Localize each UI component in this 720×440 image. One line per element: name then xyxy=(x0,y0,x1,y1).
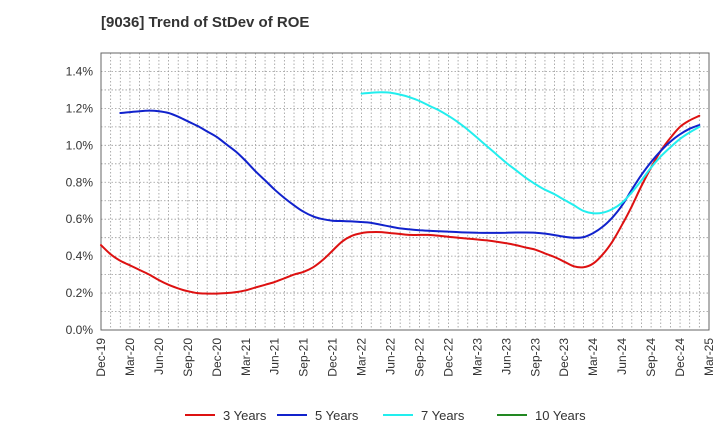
y-tick-label: 0.6% xyxy=(66,212,94,226)
plot-border xyxy=(100,52,710,331)
x-tick-label: Dec-23 xyxy=(557,338,571,377)
x-tick-label: Jun-22 xyxy=(384,338,398,375)
legend-label: 5 Years xyxy=(315,408,359,423)
x-tick-label: Sep-24 xyxy=(644,338,658,377)
plot-area xyxy=(101,53,709,330)
y-tick-label: 0.4% xyxy=(66,249,94,263)
x-tick-label: Mar-22 xyxy=(355,338,369,376)
x-tick-label: Dec-24 xyxy=(673,338,687,377)
y-tick-label: 0.0% xyxy=(66,323,94,337)
x-tick-label: Dec-22 xyxy=(441,338,455,377)
x-tick-label: Jun-21 xyxy=(268,338,282,375)
y-tick-label: 0.8% xyxy=(66,175,94,189)
x-tick-label: Jun-23 xyxy=(499,338,513,375)
x-tick-label: Mar-23 xyxy=(470,338,484,376)
series-line-3-years xyxy=(100,114,701,295)
x-tick-label: Dec-20 xyxy=(210,338,224,377)
x-tick-label: Sep-20 xyxy=(181,338,195,377)
x-tick-label: Mar-21 xyxy=(239,338,253,376)
series-line-7-years xyxy=(360,91,701,215)
x-tick-label: Mar-25 xyxy=(702,338,716,376)
chart-title: [9036] Trend of StDev of ROE xyxy=(101,14,310,31)
x-tick-label: Mar-24 xyxy=(586,338,600,376)
y-tick-label: 0.2% xyxy=(66,286,94,300)
x-tick-label: Jun-24 xyxy=(615,338,629,375)
x-tick-label: Mar-20 xyxy=(123,338,137,376)
series-line-5-years xyxy=(119,109,701,239)
legend-label: 7 Years xyxy=(421,408,465,423)
x-tick-label: Sep-21 xyxy=(297,338,311,377)
legend-label: 10 Years xyxy=(535,408,586,423)
y-tick-label: 1.4% xyxy=(66,64,94,78)
y-tick-label: 1.2% xyxy=(66,101,94,115)
x-tick-label: Dec-21 xyxy=(326,338,340,377)
x-tick-label: Sep-23 xyxy=(528,338,542,377)
y-tick-label: 1.0% xyxy=(66,138,94,152)
legend-label: 3 Years xyxy=(223,408,267,423)
x-tick-label: Sep-22 xyxy=(412,338,426,377)
x-tick-label: Jun-20 xyxy=(152,338,166,375)
x-tick-label: Dec-19 xyxy=(94,338,108,377)
